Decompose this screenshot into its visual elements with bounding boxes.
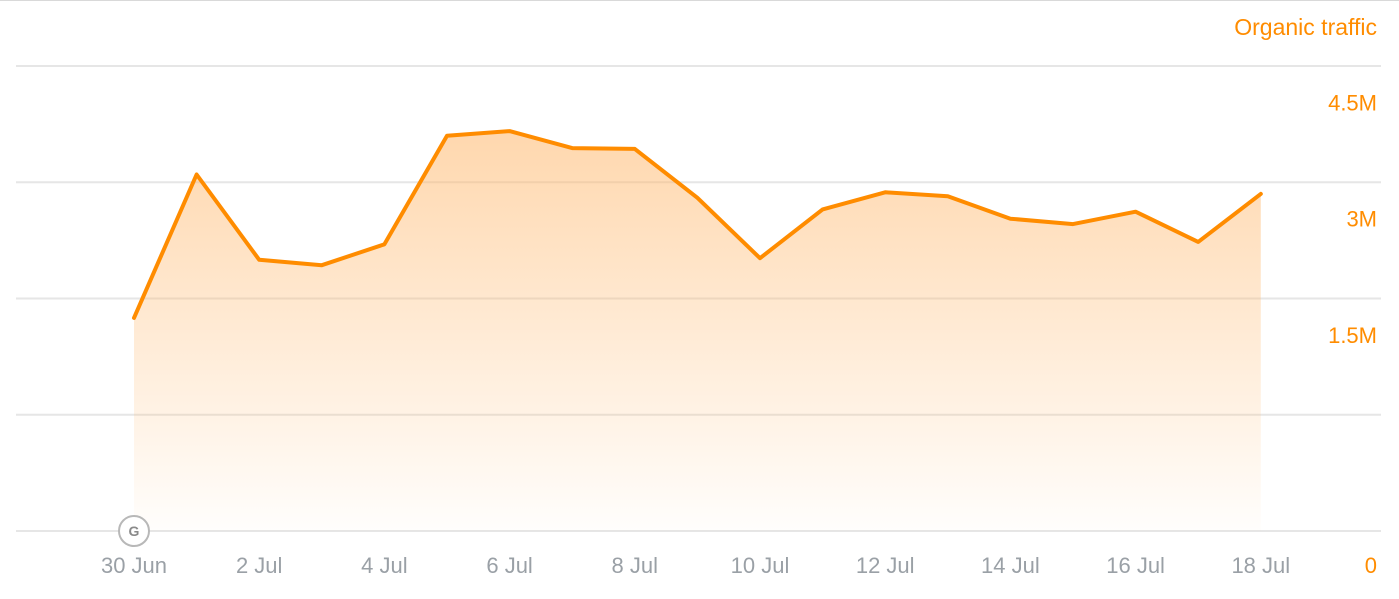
data-point-18-jul[interactable] xyxy=(1255,188,1267,200)
data-point-4-jul[interactable] xyxy=(378,238,390,250)
data-point-9-jul[interactable] xyxy=(691,192,703,204)
x-axis-ticks: 30 Jun 2 Jul 4 Jul 6 Jul 8 Jul 10 Jul 12 Jul 14… xyxy=(101,553,1290,578)
data-point-5-jul[interactable] xyxy=(441,130,453,142)
x-tick-label: 12 Jul xyxy=(856,553,915,578)
x-tick-label: 6 Jul xyxy=(486,553,532,578)
x-tick-label: 16 Jul xyxy=(1106,553,1165,578)
area-fill xyxy=(134,131,1261,531)
svg-text:G: G xyxy=(129,523,140,539)
y-tick-label: 0 xyxy=(1365,553,1377,578)
x-tick-label: 14 Jul xyxy=(981,553,1040,578)
data-point-3-jul[interactable] xyxy=(316,259,328,271)
organic-traffic-area xyxy=(134,131,1261,531)
x-tick-label: 4 Jul xyxy=(361,553,407,578)
google-update-icon[interactable]: G xyxy=(118,515,150,547)
data-point-30-jun[interactable] xyxy=(128,312,140,324)
data-point-7-jul[interactable] xyxy=(566,142,578,154)
data-point-15-jul[interactable] xyxy=(1067,218,1079,230)
data-point-1-jul[interactable] xyxy=(191,169,203,181)
data-point-8-jul[interactable] xyxy=(629,143,641,155)
data-point-14-jul[interactable] xyxy=(1004,213,1016,225)
y-tick-label: 1.5M xyxy=(1328,323,1377,348)
x-tick-label: 18 Jul xyxy=(1231,553,1290,578)
data-point-2-jul[interactable] xyxy=(253,254,265,266)
x-tick-label: 10 Jul xyxy=(731,553,790,578)
x-tick-label: 30 Jun xyxy=(101,553,167,578)
x-tick-label: 8 Jul xyxy=(612,553,658,578)
y-tick-label: 3M xyxy=(1346,207,1377,232)
annotations: G xyxy=(118,515,150,547)
series-label-organic-traffic[interactable]: Organic traffic xyxy=(1234,14,1377,40)
organic-traffic-line[interactable] xyxy=(132,129,1263,320)
data-point-17-jul[interactable] xyxy=(1192,236,1204,248)
data-point-12-jul[interactable] xyxy=(879,186,891,198)
data-point-11-jul[interactable] xyxy=(817,203,829,215)
series-line-group xyxy=(128,125,1267,324)
y-tick-label: 4.5M xyxy=(1328,90,1377,115)
data-point-6-jul[interactable] xyxy=(504,125,516,137)
x-tick-label: 2 Jul xyxy=(236,553,282,578)
data-point-16-jul[interactable] xyxy=(1130,206,1142,218)
data-point-13-jul[interactable] xyxy=(942,190,954,202)
data-point-10-jul[interactable] xyxy=(754,252,766,264)
